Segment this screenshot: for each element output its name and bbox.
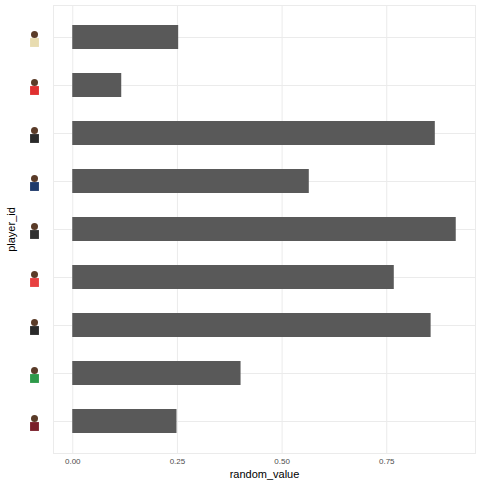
svg-text:random_value: random_value [230, 468, 300, 480]
svg-text:0.50: 0.50 [274, 457, 290, 466]
svg-text:0.75: 0.75 [379, 457, 395, 466]
svg-text:0.00: 0.00 [65, 457, 81, 466]
svg-text:0.25: 0.25 [170, 457, 186, 466]
svg-text:player_id: player_id [5, 207, 17, 252]
